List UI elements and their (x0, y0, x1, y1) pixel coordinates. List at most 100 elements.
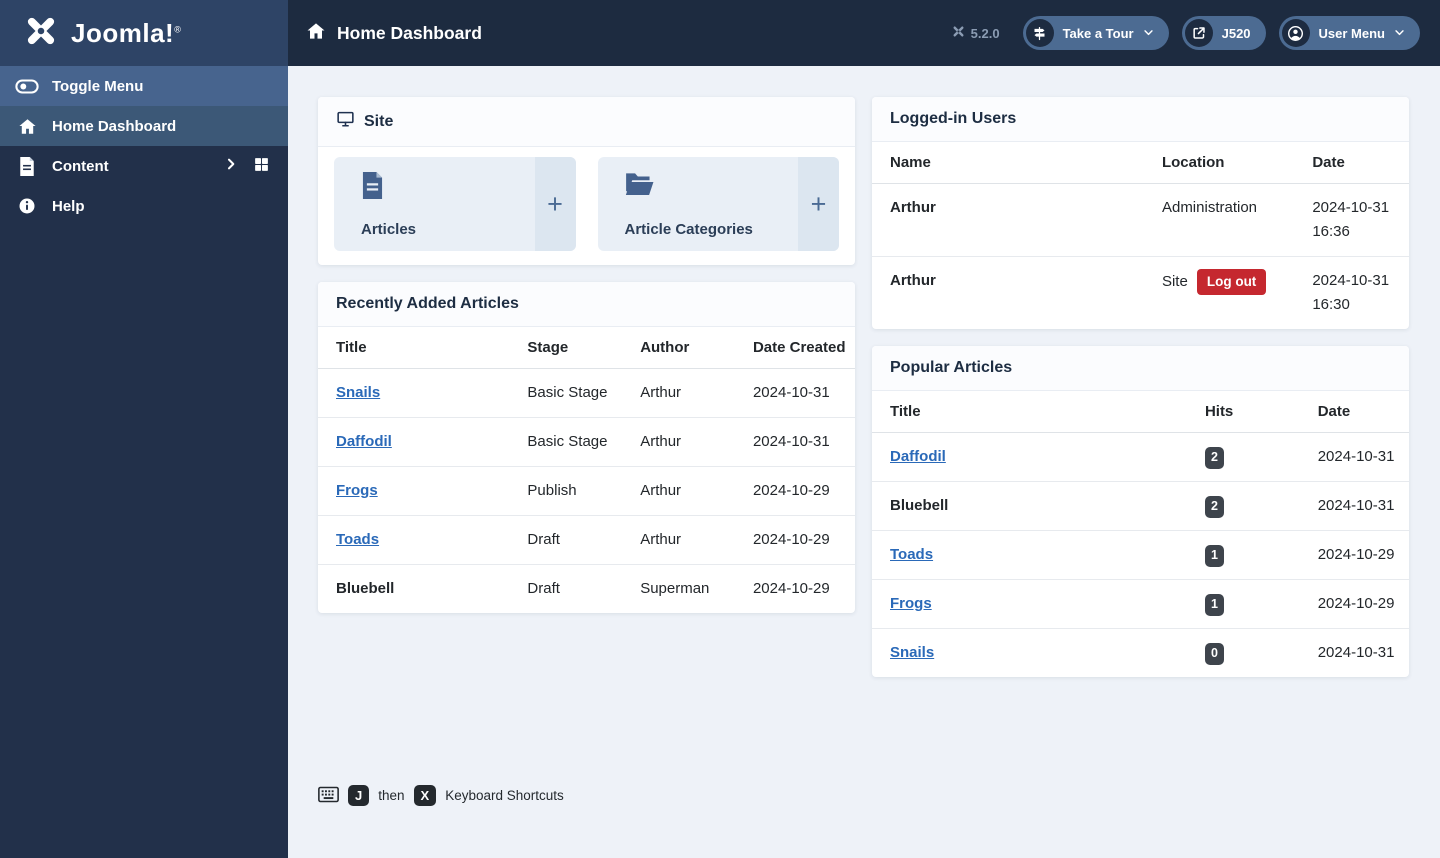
take-a-tour-button[interactable]: Take a Tour (1022, 16, 1169, 50)
home-icon (15, 117, 39, 136)
joomla-version: 5.2.0 (952, 25, 1000, 41)
article-link[interactable]: Toads (890, 546, 934, 563)
date-cell: 2024-10-31 (1317, 644, 1395, 661)
topbar-main: Home Dashboard 5.2.0 Take a Tour (288, 0, 1440, 66)
shortcut-label: Keyboard Shortcuts (445, 788, 564, 803)
hits-badge: 2 (1204, 447, 1224, 469)
add-category-button[interactable]: + (798, 157, 839, 251)
dashboard-grid-icon[interactable] (253, 156, 270, 177)
hits-badge: 1 (1204, 594, 1224, 616)
logged-in-users-panel: Logged-in Users Name Location Date (872, 97, 1409, 329)
page-title-text: Home Dashboard (337, 22, 482, 43)
column-header: Stage (527, 327, 641, 369)
sidebar-item-content[interactable]: Content (0, 146, 288, 186)
logo-wordmark: Joomla!® (71, 17, 182, 48)
joomla-logo-icon (24, 14, 58, 53)
chevron-down-icon (1394, 26, 1405, 41)
author-cell: Arthur (640, 417, 753, 467)
signpost-icon (1025, 19, 1054, 47)
article-link[interactable]: Daffodil (890, 448, 946, 465)
recent-articles-panel: Recently Added Articles Title Stage Auth… (318, 282, 855, 613)
column-header: Title (318, 327, 528, 369)
user-name: Arthur (890, 272, 936, 289)
sidebar-item-label: Content (52, 157, 109, 175)
date-cell: 2024-10-29 (752, 580, 830, 597)
site-preview-button[interactable]: J520 (1181, 16, 1266, 50)
toggle-menu-label: Toggle Menu (52, 77, 144, 95)
article-link[interactable]: Frogs (890, 595, 932, 612)
quickicon-article-categories[interactable]: Article Categories + (597, 157, 839, 251)
monitor-icon (336, 110, 355, 133)
hits-badge: 0 (1204, 643, 1224, 665)
table-row: Toads Draft Arthur 2024-10-29 (318, 515, 855, 565)
author-cell: Arthur (640, 368, 753, 418)
site-panel-header: Site (318, 97, 855, 147)
hits-badge: 2 (1204, 496, 1224, 518)
column-header: Location (1161, 142, 1313, 184)
key-j: J (348, 785, 370, 806)
user-menu-button[interactable]: User Menu (1278, 16, 1420, 50)
article-link[interactable]: Frogs (336, 482, 378, 499)
info-icon (15, 197, 39, 215)
stage-cell: Draft (527, 580, 560, 597)
column-header: Hits (1204, 391, 1318, 433)
logged-in-users-header: Logged-in Users (872, 97, 1409, 142)
sidebar: Toggle Menu Home Dashboard Content (0, 66, 288, 858)
quickicon-articles[interactable]: Articles + (334, 157, 576, 251)
article-title: Bluebell (890, 497, 949, 514)
toggle-icon (15, 78, 39, 94)
article-link[interactable]: Snails (336, 384, 381, 401)
table-row: Bluebell 2 2024-10-31 (872, 481, 1409, 531)
chevron-down-icon (1143, 26, 1154, 41)
quickicon-label: Article Categories (624, 221, 753, 238)
site-preview-label: J520 (1221, 25, 1251, 41)
column-header: Date (1317, 391, 1409, 433)
folder-open-icon (625, 172, 799, 202)
location-cell: Site Log out (1162, 257, 1312, 330)
user-name: Arthur (890, 199, 936, 216)
stage-cell: Draft (527, 515, 641, 565)
column-header: Date Created (752, 327, 855, 369)
stage-cell: Basic Stage (527, 417, 641, 467)
site-panel: Site Articles + (318, 97, 855, 265)
article-icon (15, 156, 39, 176)
table-row: Frogs Publish Arthur 2024-10-29 (318, 466, 855, 516)
sidebar-item-home-dashboard[interactable]: Home Dashboard (0, 106, 288, 146)
chevron-right-icon[interactable] (224, 157, 238, 175)
topbar-actions: 5.2.0 Take a Tour J520 (952, 16, 1420, 50)
page-title: Home Dashboard (306, 21, 482, 46)
panel-title: Logged-in Users (890, 110, 1017, 127)
date-cell: 2024-10-31 (1317, 481, 1409, 531)
popular-articles-header: Popular Articles (872, 346, 1409, 391)
date-cell: 2024-10-31 16:30 (1312, 272, 1390, 313)
sidebar-item-label: Home Dashboard (52, 117, 177, 135)
date-cell: 2024-10-31 (752, 368, 855, 418)
keyboard-icon (318, 786, 339, 806)
toggle-menu-button[interactable]: Toggle Menu (0, 66, 288, 106)
topbar: Joomla!® Home Dashboard 5.2.0 Take a Tou… (0, 0, 1440, 66)
author-cell: Superman (640, 580, 710, 597)
log-out-button[interactable]: Log out (1196, 269, 1267, 296)
user-menu-label: User Menu (1318, 25, 1385, 41)
article-title: Bluebell (336, 580, 395, 597)
article-link[interactable]: Toads (336, 531, 380, 548)
quickicon-label: Articles (361, 221, 417, 238)
external-link-icon (1184, 19, 1213, 47)
article-link[interactable]: Snails (890, 644, 935, 661)
table-row: Bluebell Draft Superman 2024-10-29 (318, 565, 855, 614)
article-link[interactable]: Daffodil (336, 433, 392, 450)
keyboard-shortcuts-hint: J then X Keyboard Shortcuts (318, 785, 1409, 806)
article-icon (361, 172, 535, 204)
date-cell: 2024-10-29 (752, 515, 855, 565)
table-row: Arthur Administration 2024-10-31 16:36 (872, 183, 1409, 257)
column-header: Author (640, 327, 753, 369)
sidebar-item-help[interactable]: Help (0, 186, 288, 226)
home-icon (306, 21, 326, 46)
key-x: X (413, 785, 437, 806)
panel-title: Site (364, 112, 394, 130)
popular-articles-panel: Popular Articles Title Hits Date (872, 346, 1409, 677)
joomla-mini-icon (952, 25, 965, 41)
main-content: Site Articles + (288, 66, 1440, 858)
add-article-button[interactable]: + (534, 157, 576, 251)
joomla-logo: Joomla!® (0, 0, 288, 66)
